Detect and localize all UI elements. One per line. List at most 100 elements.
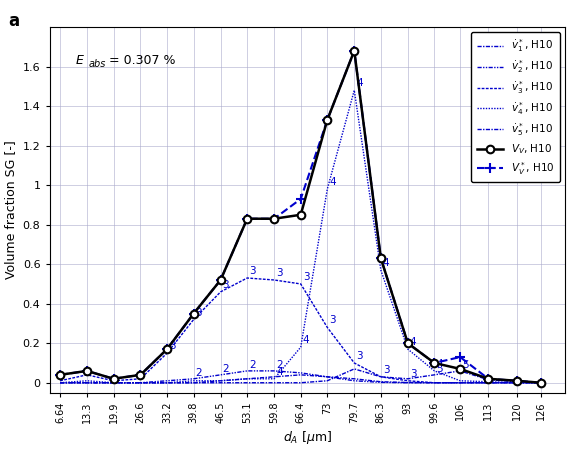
13.3 — [431, 380, 438, 386]
Text: 4: 4 — [329, 177, 336, 187]
19.9 — [57, 378, 64, 383]
33.2 — [190, 380, 197, 386]
Text: 2: 2 — [222, 364, 229, 374]
13.3 — [271, 368, 278, 373]
Text: 3: 3 — [329, 315, 336, 325]
VVstar — [110, 376, 117, 382]
26.6 — [405, 346, 411, 352]
19.9 — [324, 325, 331, 330]
Text: 2: 2 — [276, 360, 283, 370]
33.2 — [457, 368, 464, 373]
Text: 4: 4 — [436, 359, 443, 369]
Y-axis label: Volume fraction SG [-]: Volume fraction SG [-] — [4, 140, 17, 279]
26.6 — [137, 380, 144, 386]
13.3 — [457, 380, 464, 386]
6.64 — [431, 380, 438, 386]
13.3 — [110, 380, 117, 386]
33.2 — [57, 380, 64, 386]
Text: a: a — [9, 13, 19, 31]
VVstar — [190, 311, 197, 316]
19.9 — [513, 380, 520, 386]
33.2 — [137, 380, 144, 386]
26.6 — [271, 376, 278, 382]
Text: 4: 4 — [410, 337, 417, 347]
Line: 13.3: 13.3 — [60, 371, 541, 383]
26.6 — [485, 379, 492, 384]
VVstar — [244, 216, 250, 221]
33.2 — [271, 380, 278, 386]
13.3 — [513, 380, 520, 386]
33.2 — [377, 374, 384, 379]
VVstar — [164, 346, 171, 352]
6.64 — [84, 380, 90, 386]
13.3 — [377, 380, 384, 385]
Text: 5: 5 — [436, 364, 443, 374]
VV — [431, 360, 438, 366]
19.9 — [298, 281, 304, 287]
19.9 — [377, 374, 384, 379]
VVstar — [324, 117, 331, 122]
VVstar — [298, 196, 304, 202]
VV — [164, 346, 171, 352]
6.64 — [324, 374, 331, 379]
6.64 — [405, 380, 411, 385]
26.6 — [351, 88, 358, 93]
26.6 — [84, 378, 90, 383]
VV — [324, 117, 331, 122]
13.3 — [351, 378, 358, 383]
VV — [271, 216, 278, 221]
33.2 — [405, 376, 411, 382]
13.3 — [298, 370, 304, 376]
Text: abs: abs — [88, 59, 105, 69]
19.9 — [485, 380, 492, 386]
Text: 4: 4 — [383, 258, 390, 268]
19.9 — [351, 360, 358, 366]
13.3 — [217, 372, 224, 378]
33.2 — [298, 380, 304, 386]
VV — [84, 368, 90, 373]
6.64 — [457, 380, 464, 386]
33.2 — [244, 380, 250, 386]
Text: 4: 4 — [303, 335, 310, 345]
VVstar — [457, 354, 464, 360]
26.6 — [164, 380, 171, 386]
6.64 — [351, 376, 358, 382]
26.6 — [457, 378, 464, 383]
VVstar — [537, 380, 544, 386]
VV — [377, 256, 384, 261]
19.9 — [537, 380, 544, 386]
19.9 — [271, 277, 278, 283]
33.2 — [217, 380, 224, 386]
13.3 — [190, 376, 197, 382]
33.2 — [324, 378, 331, 383]
26.6 — [244, 376, 250, 382]
33.2 — [513, 379, 520, 384]
26.6 — [57, 380, 64, 386]
VV — [298, 212, 304, 217]
Text: 3: 3 — [356, 351, 363, 361]
Text: 2: 2 — [249, 360, 256, 370]
Text: 2: 2 — [196, 368, 202, 378]
VV — [537, 380, 544, 386]
VV — [110, 376, 117, 382]
VVstar — [513, 378, 520, 383]
VVstar — [351, 48, 358, 54]
19.9 — [190, 317, 197, 322]
VVstar — [137, 372, 144, 378]
VVstar — [271, 216, 278, 221]
VVstar — [217, 277, 224, 283]
VV — [190, 311, 197, 316]
VV — [57, 372, 64, 378]
6.64 — [513, 380, 520, 386]
VV — [351, 48, 358, 54]
6.64 — [110, 380, 117, 386]
Text: 4: 4 — [276, 367, 283, 377]
33.2 — [164, 380, 171, 386]
Line: 6.64: 6.64 — [60, 375, 541, 383]
13.3 — [244, 368, 250, 373]
26.6 — [110, 380, 117, 386]
13.3 — [164, 378, 171, 383]
VV — [244, 216, 250, 221]
26.6 — [513, 380, 520, 386]
Text: 3: 3 — [410, 369, 417, 379]
